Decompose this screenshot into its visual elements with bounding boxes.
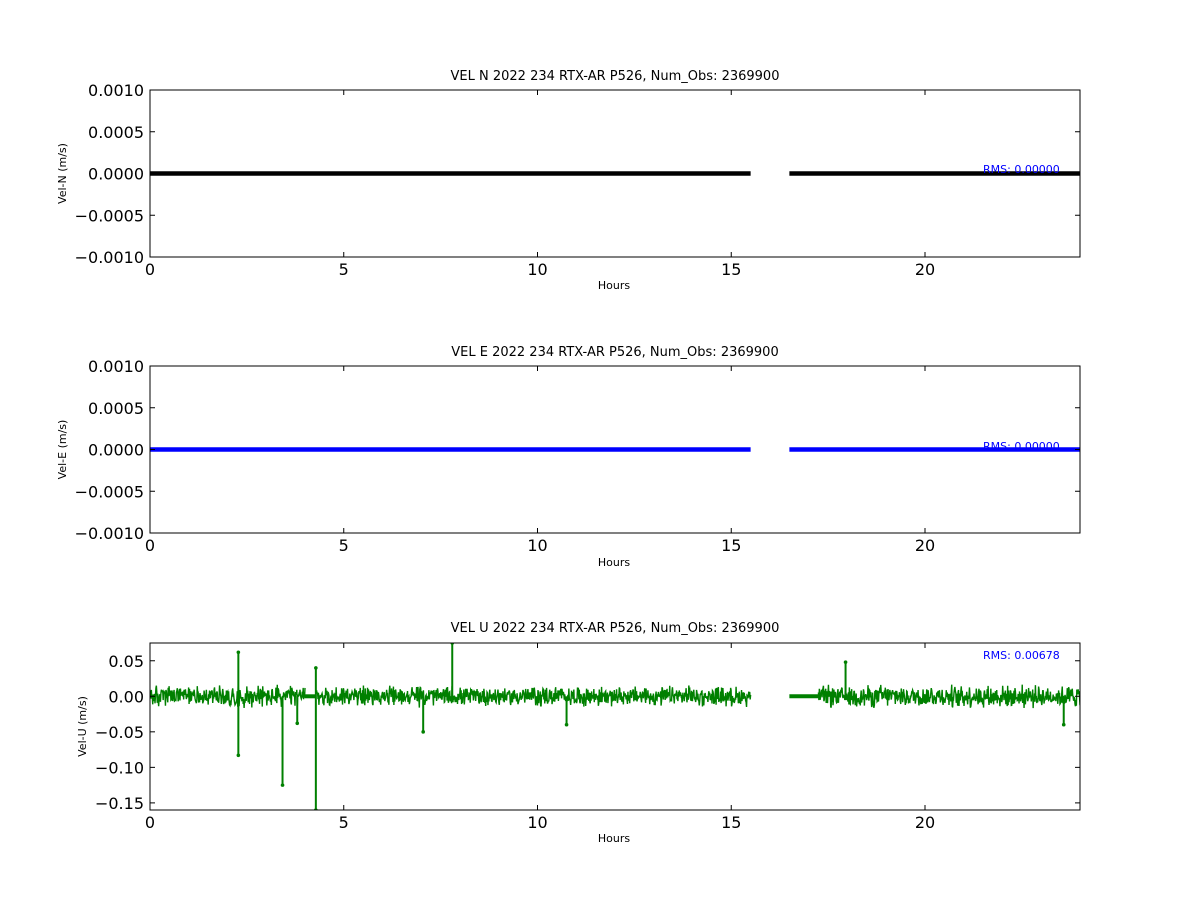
x-tick-label: 0: [145, 260, 155, 279]
panel-vel-u: VEL U 2022 234 RTX-AR P526, Num_Obs: 236…: [76, 621, 1081, 845]
series-noise-band: [817, 684, 1080, 709]
y-tick-label: −0.0010: [75, 248, 144, 267]
series-spike-point: [314, 666, 318, 670]
x-tick-label: 20: [915, 536, 935, 555]
ylabel-vel-e: Vel-E (m/s): [56, 420, 69, 480]
series-spike-point: [295, 721, 300, 726]
axes-frame: [149, 642, 1081, 811]
y-tick-label: 0.0010: [88, 81, 144, 100]
series-spike-point: [236, 753, 241, 758]
plot-area-vel-e: 0 5 10 15 20 0.0010 0.0005 0.0000 −0.0005 −0.0010: [75, 357, 1081, 555]
y-tick-label: −0.0010: [75, 524, 144, 543]
x-tick-label: 20: [915, 813, 935, 832]
title-vel-u: VEL U 2022 234 RTX-AR P526, Num_Obs: 236…: [451, 621, 780, 636]
x-tick-label: 10: [527, 536, 547, 555]
panel-vel-e: VEL E 2022 234 RTX-AR P526, Num_Obs: 236…: [56, 345, 1081, 569]
y-tick-label: −0.0005: [75, 206, 144, 225]
series-spike-point: [421, 730, 425, 734]
x-tick-label: 5: [339, 260, 349, 279]
rms-label-vel-u: RMS: 0.00678: [983, 649, 1060, 662]
title-vel-n: VEL N 2022 234 RTX-AR P526, Num_Obs: 236…: [451, 69, 780, 84]
y-tick-label: −0.05: [95, 723, 144, 742]
plot-area-vel-n: 0 5 10 15 20 0.0010 0.0005 0.0000 −0.0005 −0.0010: [75, 81, 1081, 279]
y-tick-label: −0.0005: [75, 482, 144, 501]
x-tick-label: 15: [721, 536, 741, 555]
series-spike-point: [280, 783, 285, 787]
series-spike-point: [236, 650, 241, 655]
x-tick-label: 5: [339, 813, 349, 832]
y-tick-label: 0.05: [108, 652, 144, 671]
series-spike-point: [843, 660, 848, 664]
x-tick-label: 0: [145, 536, 155, 555]
series-2: [150, 643, 1080, 810]
series-noise-band: [150, 684, 306, 708]
x-tick-label: 10: [527, 260, 547, 279]
x-tick-label: 10: [527, 813, 547, 832]
x-tick-label: 5: [339, 536, 349, 555]
y-tick-label: 0.0010: [88, 357, 144, 376]
x-tick-label: 15: [721, 260, 741, 279]
y-tick-label: −0.15: [95, 794, 144, 813]
panel-vel-n: VEL N 2022 234 RTX-AR P526, Num_Obs: 236…: [56, 69, 1081, 292]
rms-label-vel-e: RMS: 0.00000: [983, 440, 1060, 453]
y-tick-label: 0.0000: [88, 441, 144, 460]
rms-label-vel-n: RMS: 0.00000: [983, 163, 1060, 176]
y-tick-label: 0.0005: [88, 399, 144, 418]
series-noise-band: [315, 685, 752, 708]
y-tick-label: 0.00: [108, 687, 144, 706]
xlabel-vel-n: Hours: [598, 279, 630, 292]
x-tick-label: 20: [915, 260, 935, 279]
ylabel-vel-n: Vel-N (m/s): [56, 143, 69, 204]
ylabel-vel-u: Vel-U (m/s): [76, 696, 89, 757]
x-tick-label: 0: [145, 813, 155, 832]
plot-area-vel-u: 0 5 10 15 20 0.05 0.00 −0.05 −0.10 −0.15: [95, 642, 1081, 832]
y-tick-label: 0.0005: [88, 123, 144, 142]
series-spike-point: [564, 722, 569, 727]
y-tick-label: 0.0000: [88, 165, 144, 184]
title-vel-e: VEL E 2022 234 RTX-AR P526, Num_Obs: 236…: [451, 345, 778, 360]
xlabel-vel-e: Hours: [598, 556, 630, 569]
series-spike-point: [1061, 722, 1066, 727]
y-tick-label: −0.10: [95, 758, 144, 777]
xlabel-vel-u: Hours: [598, 832, 630, 845]
x-tick-label: 15: [721, 813, 741, 832]
